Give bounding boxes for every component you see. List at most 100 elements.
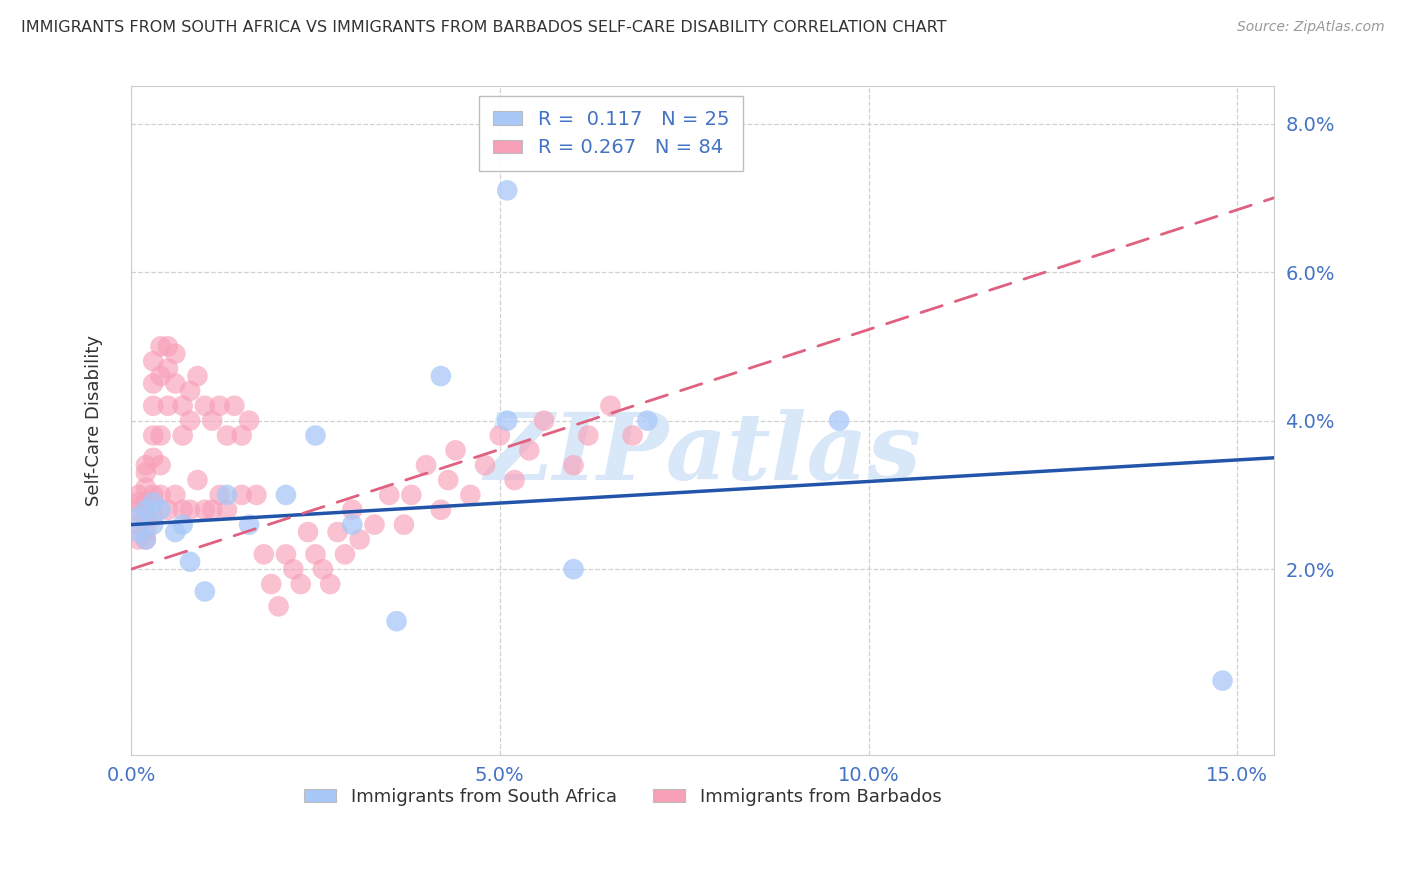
Point bbox=[496, 183, 519, 197]
Point bbox=[149, 458, 172, 473]
Point bbox=[319, 577, 342, 591]
Point bbox=[165, 524, 187, 539]
Point bbox=[172, 399, 194, 413]
Point bbox=[156, 339, 179, 353]
Point bbox=[156, 502, 179, 516]
Text: Source: ZipAtlas.com: Source: ZipAtlas.com bbox=[1237, 20, 1385, 34]
Point bbox=[142, 517, 165, 532]
Point bbox=[828, 414, 851, 428]
Point bbox=[636, 414, 658, 428]
Point bbox=[576, 428, 599, 442]
Point bbox=[496, 414, 519, 428]
Point bbox=[474, 458, 496, 473]
Point bbox=[135, 524, 157, 539]
Point bbox=[156, 399, 179, 413]
Point bbox=[172, 502, 194, 516]
Point bbox=[274, 547, 297, 561]
Point bbox=[415, 458, 437, 473]
Point bbox=[401, 488, 423, 502]
Point bbox=[135, 533, 157, 547]
Point bbox=[135, 458, 157, 473]
Point bbox=[142, 495, 165, 509]
Point bbox=[238, 414, 260, 428]
Legend: Immigrants from South Africa, Immigrants from Barbados: Immigrants from South Africa, Immigrants… bbox=[297, 780, 949, 813]
Point bbox=[231, 428, 253, 442]
Point bbox=[165, 347, 187, 361]
Point bbox=[142, 510, 165, 524]
Point bbox=[127, 524, 149, 539]
Point bbox=[333, 547, 356, 561]
Point bbox=[127, 510, 149, 524]
Point bbox=[290, 577, 312, 591]
Point bbox=[342, 502, 364, 516]
Point bbox=[149, 428, 172, 442]
Point bbox=[274, 488, 297, 502]
Text: ZIPatlas: ZIPatlas bbox=[484, 409, 921, 499]
Point bbox=[378, 488, 401, 502]
Point bbox=[135, 510, 157, 524]
Point bbox=[127, 502, 149, 516]
Text: IMMIGRANTS FROM SOUTH AFRICA VS IMMIGRANTS FROM BARBADOS SELF-CARE DISABILITY CO: IMMIGRANTS FROM SOUTH AFRICA VS IMMIGRAN… bbox=[21, 20, 946, 35]
Point bbox=[215, 428, 238, 442]
Point bbox=[283, 562, 305, 576]
Point bbox=[135, 466, 157, 480]
Point bbox=[238, 517, 260, 532]
Point bbox=[194, 502, 217, 516]
Point bbox=[127, 488, 149, 502]
Point bbox=[231, 488, 253, 502]
Point bbox=[326, 524, 349, 539]
Point bbox=[142, 428, 165, 442]
Point bbox=[224, 399, 246, 413]
Point bbox=[260, 577, 283, 591]
Point bbox=[444, 443, 467, 458]
Point bbox=[460, 488, 482, 502]
Point bbox=[363, 517, 385, 532]
Point bbox=[267, 599, 290, 614]
Point bbox=[149, 369, 172, 384]
Point bbox=[149, 339, 172, 353]
Point bbox=[201, 502, 224, 516]
Point bbox=[172, 517, 194, 532]
Point bbox=[179, 555, 201, 569]
Point bbox=[392, 517, 415, 532]
Point bbox=[135, 481, 157, 495]
Point bbox=[517, 443, 540, 458]
Point bbox=[533, 414, 555, 428]
Point bbox=[149, 502, 172, 516]
Point bbox=[215, 502, 238, 516]
Point bbox=[621, 428, 644, 442]
Point bbox=[179, 384, 201, 398]
Point bbox=[430, 369, 453, 384]
Point bbox=[245, 488, 267, 502]
Point bbox=[503, 473, 526, 487]
Point bbox=[562, 562, 585, 576]
Point bbox=[488, 428, 510, 442]
Point bbox=[562, 458, 585, 473]
Point bbox=[1212, 673, 1234, 688]
Point bbox=[385, 614, 408, 628]
Point bbox=[349, 533, 371, 547]
Point bbox=[142, 376, 165, 391]
Point bbox=[215, 488, 238, 502]
Point bbox=[437, 473, 460, 487]
Point bbox=[156, 361, 179, 376]
Point bbox=[149, 488, 172, 502]
Point bbox=[312, 562, 335, 576]
Point bbox=[142, 399, 165, 413]
Point bbox=[599, 399, 621, 413]
Point bbox=[186, 473, 208, 487]
Point bbox=[297, 524, 319, 539]
Point bbox=[127, 517, 149, 532]
Point bbox=[179, 502, 201, 516]
Point bbox=[142, 450, 165, 465]
Point bbox=[208, 399, 231, 413]
Point bbox=[304, 428, 326, 442]
Point bbox=[253, 547, 276, 561]
Point bbox=[127, 533, 149, 547]
Point bbox=[179, 414, 201, 428]
Point bbox=[165, 376, 187, 391]
Point bbox=[194, 399, 217, 413]
Point bbox=[135, 502, 157, 516]
Point bbox=[127, 495, 149, 509]
Point bbox=[201, 414, 224, 428]
